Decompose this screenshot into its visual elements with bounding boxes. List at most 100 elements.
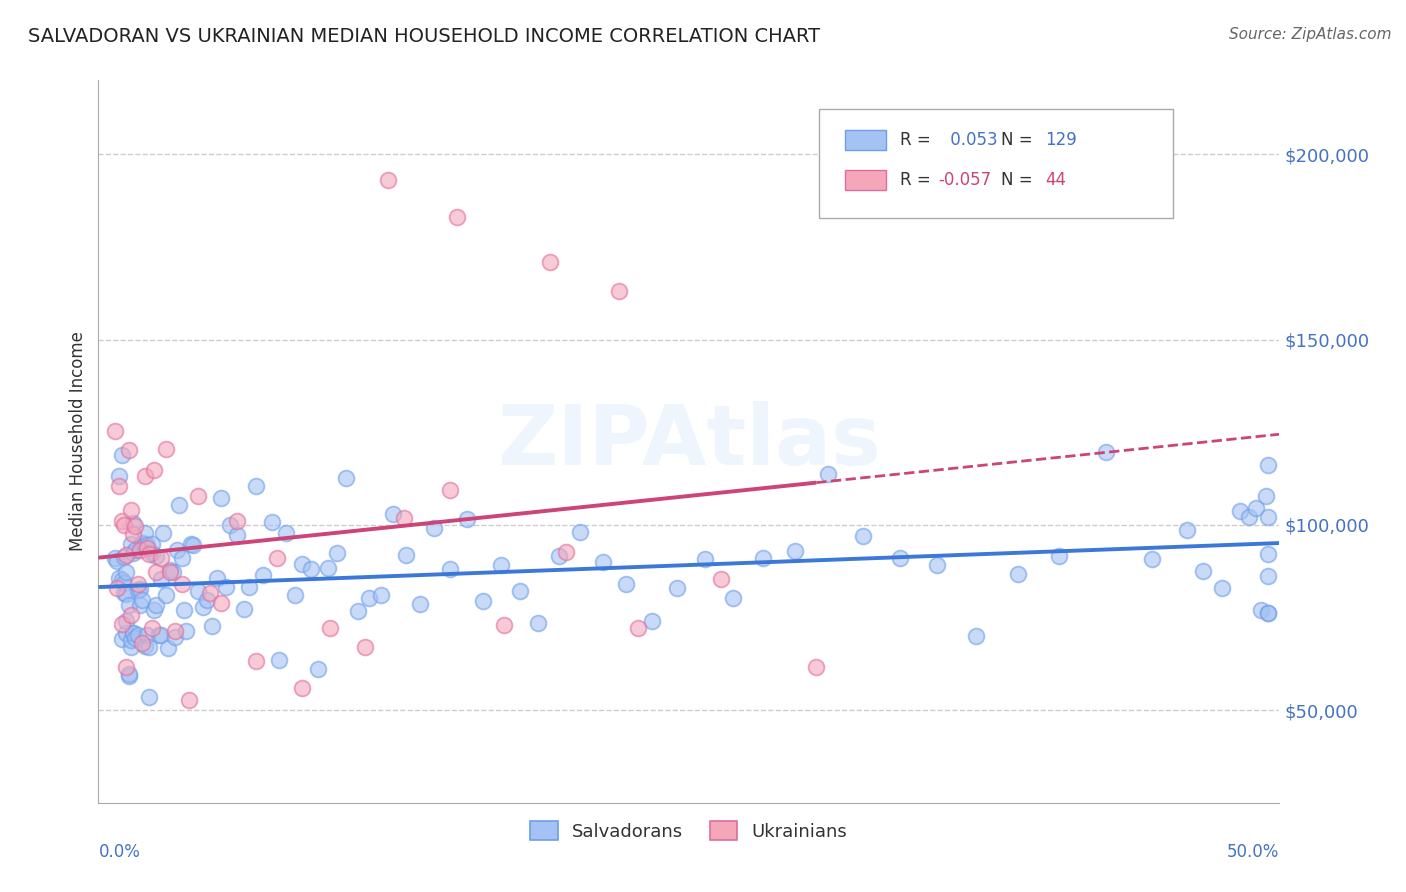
- Point: [124, 519, 146, 533]
- Point: [127, 628, 149, 642]
- Point: [1257, 606, 1279, 620]
- Point: [226, 528, 249, 542]
- Point: [115, 565, 138, 579]
- Point: [215, 581, 238, 595]
- Point: [148, 628, 170, 642]
- Point: [176, 624, 198, 639]
- Point: [491, 558, 513, 573]
- Point: [110, 632, 132, 646]
- Point: [129, 542, 152, 557]
- Point: [666, 581, 689, 595]
- Point: [785, 544, 807, 558]
- Point: [120, 632, 142, 647]
- Point: [149, 550, 172, 565]
- Point: [110, 573, 132, 587]
- Point: [163, 630, 186, 644]
- Point: [105, 554, 128, 568]
- Point: [134, 525, 156, 540]
- Point: [187, 583, 209, 598]
- Point: [509, 583, 531, 598]
- Point: [1254, 489, 1277, 503]
- Point: [104, 551, 127, 566]
- Point: [134, 639, 156, 653]
- Point: [439, 483, 461, 497]
- Point: [806, 660, 828, 674]
- Text: R =: R =: [900, 131, 936, 149]
- Point: [439, 562, 461, 576]
- Point: [301, 562, 323, 576]
- Point: [136, 628, 159, 642]
- Point: [1175, 523, 1198, 537]
- Legend: Salvadorans, Ukrainians: Salvadorans, Ukrainians: [523, 814, 855, 848]
- Point: [120, 503, 142, 517]
- Point: [169, 498, 191, 512]
- Point: [122, 626, 145, 640]
- Point: [108, 571, 131, 585]
- Point: [291, 681, 314, 695]
- Point: [319, 621, 342, 635]
- Point: [141, 621, 163, 635]
- Text: R =: R =: [900, 171, 936, 189]
- Point: [134, 468, 156, 483]
- FancyBboxPatch shape: [818, 109, 1173, 218]
- Point: [1250, 603, 1272, 617]
- Point: [710, 572, 733, 586]
- Point: [180, 536, 202, 550]
- Point: [627, 621, 650, 635]
- Point: [104, 424, 127, 438]
- Point: [1140, 552, 1163, 566]
- Point: [381, 507, 404, 521]
- Point: [335, 471, 357, 485]
- Text: Source: ZipAtlas.com: Source: ZipAtlas.com: [1229, 27, 1392, 42]
- Point: [392, 510, 415, 524]
- Point: [112, 550, 135, 565]
- Point: [143, 463, 166, 477]
- Point: [170, 550, 193, 565]
- Point: [131, 636, 153, 650]
- Y-axis label: Median Household Income: Median Household Income: [69, 332, 87, 551]
- Point: [1257, 569, 1279, 583]
- Point: [112, 575, 135, 590]
- Point: [609, 285, 631, 299]
- Point: [183, 537, 205, 551]
- Point: [527, 616, 550, 631]
- Point: [817, 467, 839, 482]
- Point: [1094, 445, 1116, 459]
- Point: [127, 577, 149, 591]
- Point: [721, 591, 744, 605]
- Point: [752, 551, 775, 566]
- Point: [117, 599, 139, 613]
- Point: [1229, 504, 1251, 518]
- Point: [852, 529, 875, 543]
- Point: [1007, 567, 1029, 582]
- Point: [307, 662, 329, 676]
- Point: [965, 629, 987, 643]
- Point: [110, 514, 132, 528]
- Point: [284, 588, 307, 602]
- Point: [129, 598, 152, 612]
- Point: [1257, 458, 1279, 472]
- Point: [163, 624, 186, 639]
- Point: [117, 669, 139, 683]
- Point: [1049, 549, 1071, 563]
- FancyBboxPatch shape: [845, 130, 886, 151]
- Point: [124, 631, 146, 645]
- Point: [245, 654, 267, 668]
- Point: [127, 582, 149, 597]
- Point: [155, 442, 177, 457]
- Point: [219, 517, 242, 532]
- Point: [195, 593, 218, 607]
- Point: [1211, 581, 1233, 595]
- Point: [136, 541, 159, 555]
- Point: [141, 537, 163, 551]
- Point: [122, 546, 145, 560]
- Point: [1257, 607, 1279, 621]
- Point: [117, 666, 139, 681]
- Point: [291, 557, 314, 571]
- Point: [115, 614, 138, 628]
- Point: [117, 442, 139, 457]
- Point: [170, 577, 193, 591]
- Point: [238, 580, 260, 594]
- Point: [122, 516, 145, 530]
- Text: 129: 129: [1046, 131, 1077, 149]
